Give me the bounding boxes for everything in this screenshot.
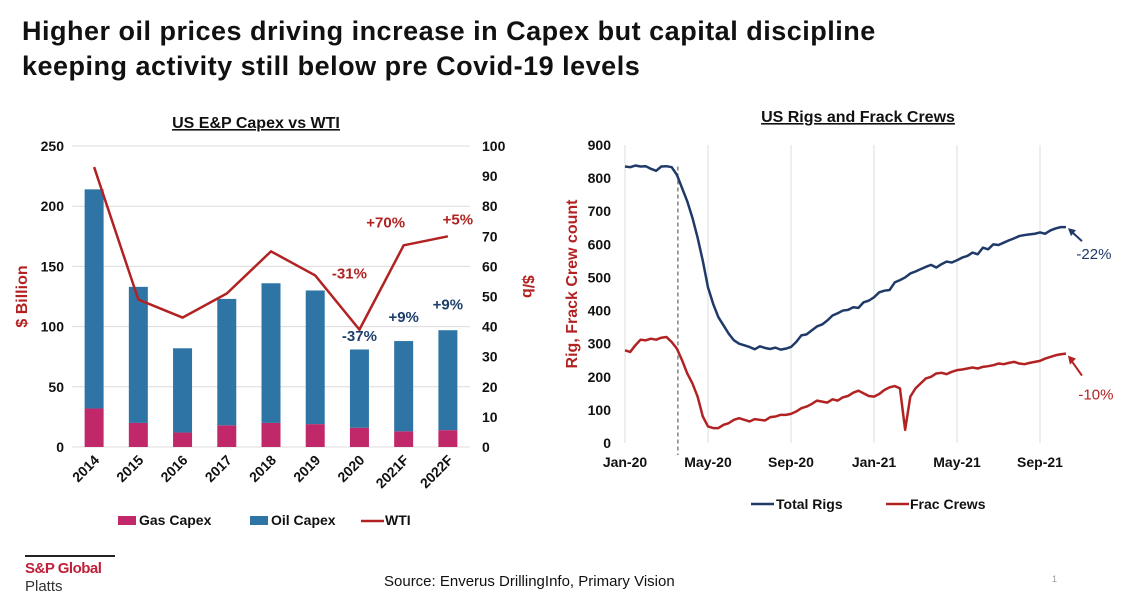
series-line-frac-crews xyxy=(624,335,1067,432)
logo-brand: S&P Global xyxy=(25,560,102,577)
bar-gas-capex xyxy=(217,425,237,447)
y2-tick-label: 40 xyxy=(482,319,498,335)
y2-tick-label: 60 xyxy=(482,258,498,274)
x-tick-label: 2016 xyxy=(157,452,190,485)
data-annotation: -37% xyxy=(342,328,377,345)
x-tick-label: 2019 xyxy=(290,452,323,485)
legend-label-total-rigs: Total Rigs xyxy=(776,496,843,512)
slide-title-line2: keeping activity still below pre Covid-1… xyxy=(22,51,641,81)
bar-gas-capex xyxy=(438,430,458,447)
bar-oil-capex xyxy=(394,341,414,432)
legend-swatch-oil-capex xyxy=(250,516,268,525)
data-annotation: -10% xyxy=(1078,387,1113,404)
y-tick-label: 300 xyxy=(588,336,612,352)
y-tick-label: 200 xyxy=(588,369,612,385)
y2-tick-label: 20 xyxy=(482,379,498,395)
y-tick-label: 400 xyxy=(588,303,612,319)
bar-gas-capex xyxy=(305,424,325,447)
x-tick-label: Sep-20 xyxy=(768,454,814,470)
y-tick-label: 100 xyxy=(41,319,65,335)
data-annotation: +9% xyxy=(388,309,418,326)
x-tick-label: May-20 xyxy=(684,454,732,470)
y2-tick-label: 0 xyxy=(482,439,490,455)
series-line-wti xyxy=(92,166,449,332)
bar-oil-capex xyxy=(217,298,237,426)
y-tick-label: 700 xyxy=(588,203,612,219)
logo-sub: Platts xyxy=(25,578,63,595)
series-line-total-rigs xyxy=(624,164,1066,351)
y2-tick-label: 30 xyxy=(482,349,498,365)
data-annotation: -31% xyxy=(332,265,367,282)
y-tick-label: 0 xyxy=(603,435,611,451)
y-axis-label: $ Billion xyxy=(14,265,31,327)
y-axis-label: Rig, Frack Crew count xyxy=(564,199,581,369)
bar-oil-capex xyxy=(349,349,369,428)
x-tick-label: May-21 xyxy=(933,454,981,470)
source-note: Source: Enverus DrillingInfo, Primary Vi… xyxy=(384,573,675,590)
chart-title-capex: US E&P Capex vs WTI xyxy=(172,115,340,132)
x-tick-label: 2022F xyxy=(417,451,457,491)
y2-tick-label: 50 xyxy=(482,289,498,305)
x-tick-label: 2020 xyxy=(334,452,367,485)
page-number: 1 xyxy=(1052,574,1058,584)
y2-axis-label: $/b xyxy=(519,275,536,298)
x-tick-label: 2021F xyxy=(372,451,412,491)
legend-label-wti: WTI xyxy=(385,512,411,528)
data-annotation: -22% xyxy=(1076,246,1111,263)
x-tick-label: 2014 xyxy=(69,452,102,485)
bar-gas-capex xyxy=(128,422,148,447)
bar-oil-capex xyxy=(128,286,148,423)
legend-label-oil-capex: Oil Capex xyxy=(271,512,336,528)
data-annotation: +70% xyxy=(366,214,405,231)
bar-gas-capex xyxy=(84,408,104,447)
y-tick-label: 200 xyxy=(41,198,65,214)
y-tick-label: 50 xyxy=(48,379,64,395)
y-tick-label: 100 xyxy=(588,402,612,418)
bar-oil-capex xyxy=(84,189,104,409)
slide-title: Higher oil prices driving increase in Ca… xyxy=(22,14,876,84)
y-tick-label: 900 xyxy=(588,137,612,153)
slide-title-line1: Higher oil prices driving increase in Ca… xyxy=(22,16,876,46)
y-tick-label: 500 xyxy=(588,269,612,285)
y2-tick-label: 90 xyxy=(482,168,498,184)
legend-label-gas-capex: Gas Capex xyxy=(139,512,212,528)
y2-tick-label: 80 xyxy=(482,198,498,214)
bar-oil-capex xyxy=(261,283,281,423)
y2-tick-label: 10 xyxy=(482,409,498,425)
x-tick-label: Sep-21 xyxy=(1017,454,1063,470)
x-tick-label: Jan-20 xyxy=(603,454,648,470)
data-annotation: +5% xyxy=(443,211,473,228)
legend-label-frac-crews: Frac Crews xyxy=(910,496,986,512)
x-tick-label: 2017 xyxy=(202,452,235,485)
legend-swatch-gas-capex xyxy=(118,516,136,525)
y-tick-label: 250 xyxy=(41,138,65,154)
y-tick-label: 0 xyxy=(56,439,64,455)
bar-gas-capex xyxy=(173,432,193,447)
y-tick-label: 600 xyxy=(588,236,612,252)
y2-tick-label: 70 xyxy=(482,228,498,244)
y-tick-label: 150 xyxy=(41,258,65,274)
bar-gas-capex xyxy=(349,427,369,447)
bar-gas-capex xyxy=(394,431,414,447)
y2-tick-label: 100 xyxy=(482,138,506,154)
x-tick-label: 2015 xyxy=(113,452,146,485)
y-tick-label: 800 xyxy=(588,170,612,186)
logo-rule xyxy=(25,555,115,557)
bar-gas-capex xyxy=(261,422,281,447)
data-annotation: +9% xyxy=(433,297,463,314)
x-tick-label: 2018 xyxy=(246,452,279,485)
chart-title-rigs: US Rigs and Frack Crews xyxy=(761,109,955,126)
bar-oil-capex xyxy=(305,290,325,425)
bar-oil-capex xyxy=(438,330,458,431)
annotation-arrowhead-frac xyxy=(1067,355,1076,365)
bar-oil-capex xyxy=(173,348,193,433)
x-tick-label: Jan-21 xyxy=(852,454,897,470)
annotation-arrowhead-rigs xyxy=(1067,228,1076,237)
